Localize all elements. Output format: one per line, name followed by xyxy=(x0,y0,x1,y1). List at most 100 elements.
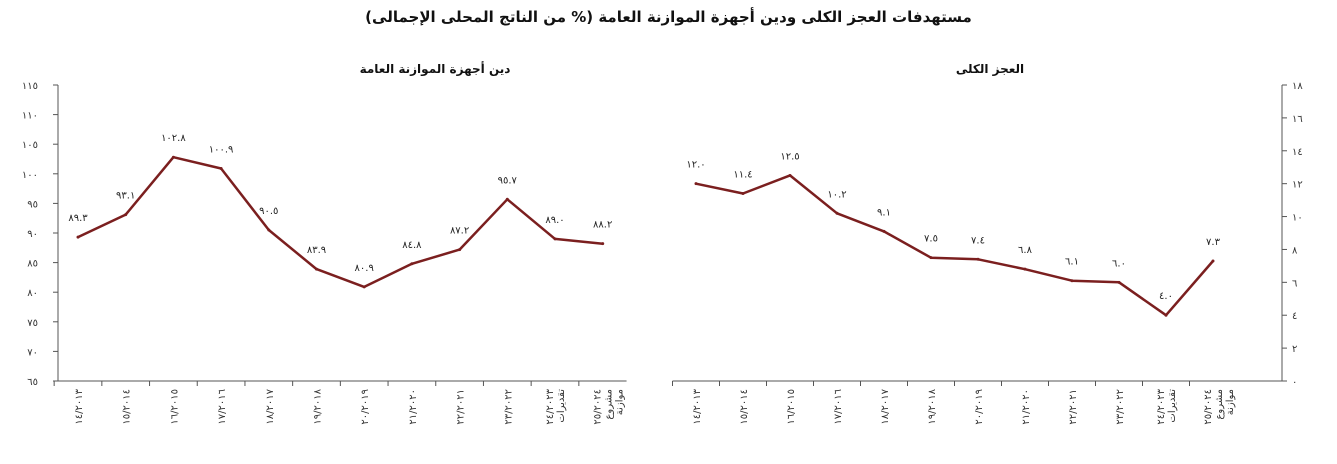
deficit-x-tick-label: ٢٢/٢٠٢١ xyxy=(1068,389,1079,425)
debt-data-label: ٨٠.٩ xyxy=(355,263,374,274)
deficit-y-tick-label: ١٢ xyxy=(1292,180,1303,191)
deficit-data-label: ١١.٤ xyxy=(733,170,752,181)
deficit-data-point xyxy=(835,211,839,215)
deficit-y-tick-label: ١٨ xyxy=(1292,81,1303,92)
deficit-data-point xyxy=(741,192,745,196)
deficit-x-tick-label-part: موازنة xyxy=(1225,389,1236,415)
debt-data-label: ٩٥.٧ xyxy=(498,175,518,186)
debt-data-label: ٨٩.٣ xyxy=(68,213,88,224)
debt-series-line xyxy=(77,155,603,289)
deficit-data-point xyxy=(1164,313,1168,317)
deficit-data-label: ٤.٠ xyxy=(1159,291,1173,302)
debt-data-point xyxy=(601,242,605,246)
debt-y-tick-label: ١١٠ xyxy=(22,111,38,122)
debt-x-tick-label-part: مشروع xyxy=(604,389,615,420)
debt-data-point xyxy=(315,267,318,271)
deficit-x-tick-label-part: ٢٤/٢٠٢٣ xyxy=(1156,388,1167,424)
debt-data-point xyxy=(410,262,414,266)
debt-x-tick-label-part: موازنة xyxy=(615,389,626,415)
deficit-data-label: ٩.١ xyxy=(877,207,891,218)
debt-x-tick-label: ٢٤/٢٠٢٣تقديرات xyxy=(545,388,567,424)
deficit-y-tick-label: ٦ xyxy=(1292,278,1297,289)
debt-y-tick-label: ٧٠ xyxy=(27,347,38,358)
deficit-y-tick-label: ١٤ xyxy=(1292,147,1303,158)
deficit-data-point xyxy=(694,182,698,186)
deficit-data-point xyxy=(929,256,933,260)
debt-data-label: ٨٣.٩ xyxy=(307,245,326,256)
debt-data-label: ٨٧.٢ xyxy=(450,226,469,237)
debt-x-tick-label: ١٨/٢٠١٧ xyxy=(265,388,276,424)
deficit-data-label: ٦.١ xyxy=(1065,257,1079,268)
deficit-data-point xyxy=(882,229,886,233)
debt-data-label: ١٠٠.٩ xyxy=(209,144,234,155)
deficit-y-tick-label: ٠ xyxy=(1292,377,1297,388)
debt-x-tick-label: ٢٣/٢٠٢٢ xyxy=(503,389,514,425)
debt-chart-title: دين أجهزة الموازنة العامة xyxy=(360,61,511,77)
debt-x-tick-label-part: تقديرات xyxy=(556,389,567,423)
debt-data-label: ١٠٢.٨ xyxy=(161,133,186,144)
debt-y-tick-label: ٨٥ xyxy=(27,259,38,270)
deficit-x-tick-label-part: تقديرات xyxy=(1167,389,1178,423)
debt-y-tick-label: ٧٥ xyxy=(27,318,38,329)
deficit-x-tick-label: ١٦/٢٠١٥ xyxy=(786,389,797,425)
debt-x-tick-label: ١٩/٢٠١٨ xyxy=(313,388,324,424)
debt-data-point xyxy=(458,248,462,252)
debt-y-tick-label: ٦٥ xyxy=(27,377,38,388)
debt-data-point xyxy=(219,166,223,170)
deficit-data-label: ٧.٤ xyxy=(971,235,985,246)
deficit-data-label: ٧.٣ xyxy=(1206,237,1221,248)
debt-x-tick-label: ٢٠/٢٠١٩ xyxy=(360,389,371,425)
deficit-x-tick-label: ٢٠/٢٠١٩ xyxy=(974,389,985,425)
deficit-data-point xyxy=(788,173,792,177)
deficit-x-tick-label: ١٩/٢٠١٨ xyxy=(927,388,938,424)
main-title: مستهدفات العجز الكلى ودين أجهزة الموازنة… xyxy=(365,8,972,26)
deficit-data-label: ٧.٥ xyxy=(924,234,938,245)
debt-x-tick-label: ٢٥/٢٠٢٤مشروعموازنة xyxy=(593,389,626,425)
deficit-x-tick-label: ٢٥/٢٠٢٤مشروعموازنة xyxy=(1203,389,1236,425)
debt-data-point xyxy=(76,235,80,239)
deficit-x-tick-label-part: مشروع xyxy=(1214,389,1225,420)
debt-y-tick-label: ٩٠ xyxy=(27,229,38,240)
debt-y-tick-label: ١٠٠ xyxy=(22,170,38,181)
debt-data-point xyxy=(171,155,175,159)
deficit-data-label: ١٠.٢ xyxy=(827,189,846,200)
debt-x-tick-label: ١٧/٢٠١٦ xyxy=(217,389,228,425)
debt-data-label: ٨٤.٨ xyxy=(402,240,422,251)
deficit-data-label: ١٢.٥ xyxy=(780,151,799,162)
deficit-data-label: ٦.٨ xyxy=(1018,245,1033,256)
deficit-x-tick-label: ١٤/٢٠١٣ xyxy=(692,388,703,424)
deficit-x-tick-label: ١٧/٢٠١٦ xyxy=(833,389,844,425)
deficit-y-tick-label: ٤ xyxy=(1292,311,1297,322)
deficit-y-tick-label: ١٠ xyxy=(1292,213,1303,224)
debt-x-tick-label: ٢٢/٢٠٢١ xyxy=(456,389,467,425)
deficit-data-point xyxy=(976,257,980,261)
deficit-y-tick-label: ١٦ xyxy=(1292,114,1303,125)
deficit-y-tick-label: ٨ xyxy=(1292,245,1298,256)
deficit-series-line xyxy=(695,174,1214,317)
debt-data-point xyxy=(505,197,509,201)
debt-data-point xyxy=(124,213,128,217)
debt-data-label: ٩٠.٥ xyxy=(259,206,278,217)
deficit-y-tick-label: ٢ xyxy=(1292,344,1297,355)
debt-x-tick-label: ١٤/٢٠١٣ xyxy=(74,388,85,424)
debt-data-point xyxy=(267,228,271,232)
debt-x-tick-label-part: ٢٥/٢٠٢٤ xyxy=(593,389,604,425)
deficit-chart-title: العجز الكلى xyxy=(956,62,1024,76)
deficit-x-tick-label: ٢١/٢٠٢٠ xyxy=(1021,389,1032,425)
debt-y-tick-label: ٨٠ xyxy=(27,288,38,299)
deficit-data-label: ١٢.٠ xyxy=(686,160,705,171)
debt-data-point xyxy=(362,285,366,289)
debt-y-tick-label: ١١٥ xyxy=(22,81,38,92)
debt-data-label: ٨٨.٢ xyxy=(593,220,612,231)
deficit-x-tick-label: ١٨/٢٠١٧ xyxy=(880,388,891,424)
deficit-data-point xyxy=(1070,279,1074,283)
deficit-x-tick-label: ٢٣/٢٠٢٢ xyxy=(1115,389,1126,425)
debt-x-tick-label: ١٦/٢٠١٥ xyxy=(169,389,180,425)
deficit-data-label: ٦.٠ xyxy=(1112,258,1126,269)
debt-x-tick-label: ١٥/٢٠١٤ xyxy=(122,389,133,425)
debt-data-point xyxy=(553,237,557,241)
debt-y-tick-label: ١٠٥ xyxy=(22,140,38,151)
debt-data-label: ٩٣.١ xyxy=(116,191,135,202)
debt-x-tick-label-part: ٢٤/٢٠٢٣ xyxy=(545,388,556,424)
